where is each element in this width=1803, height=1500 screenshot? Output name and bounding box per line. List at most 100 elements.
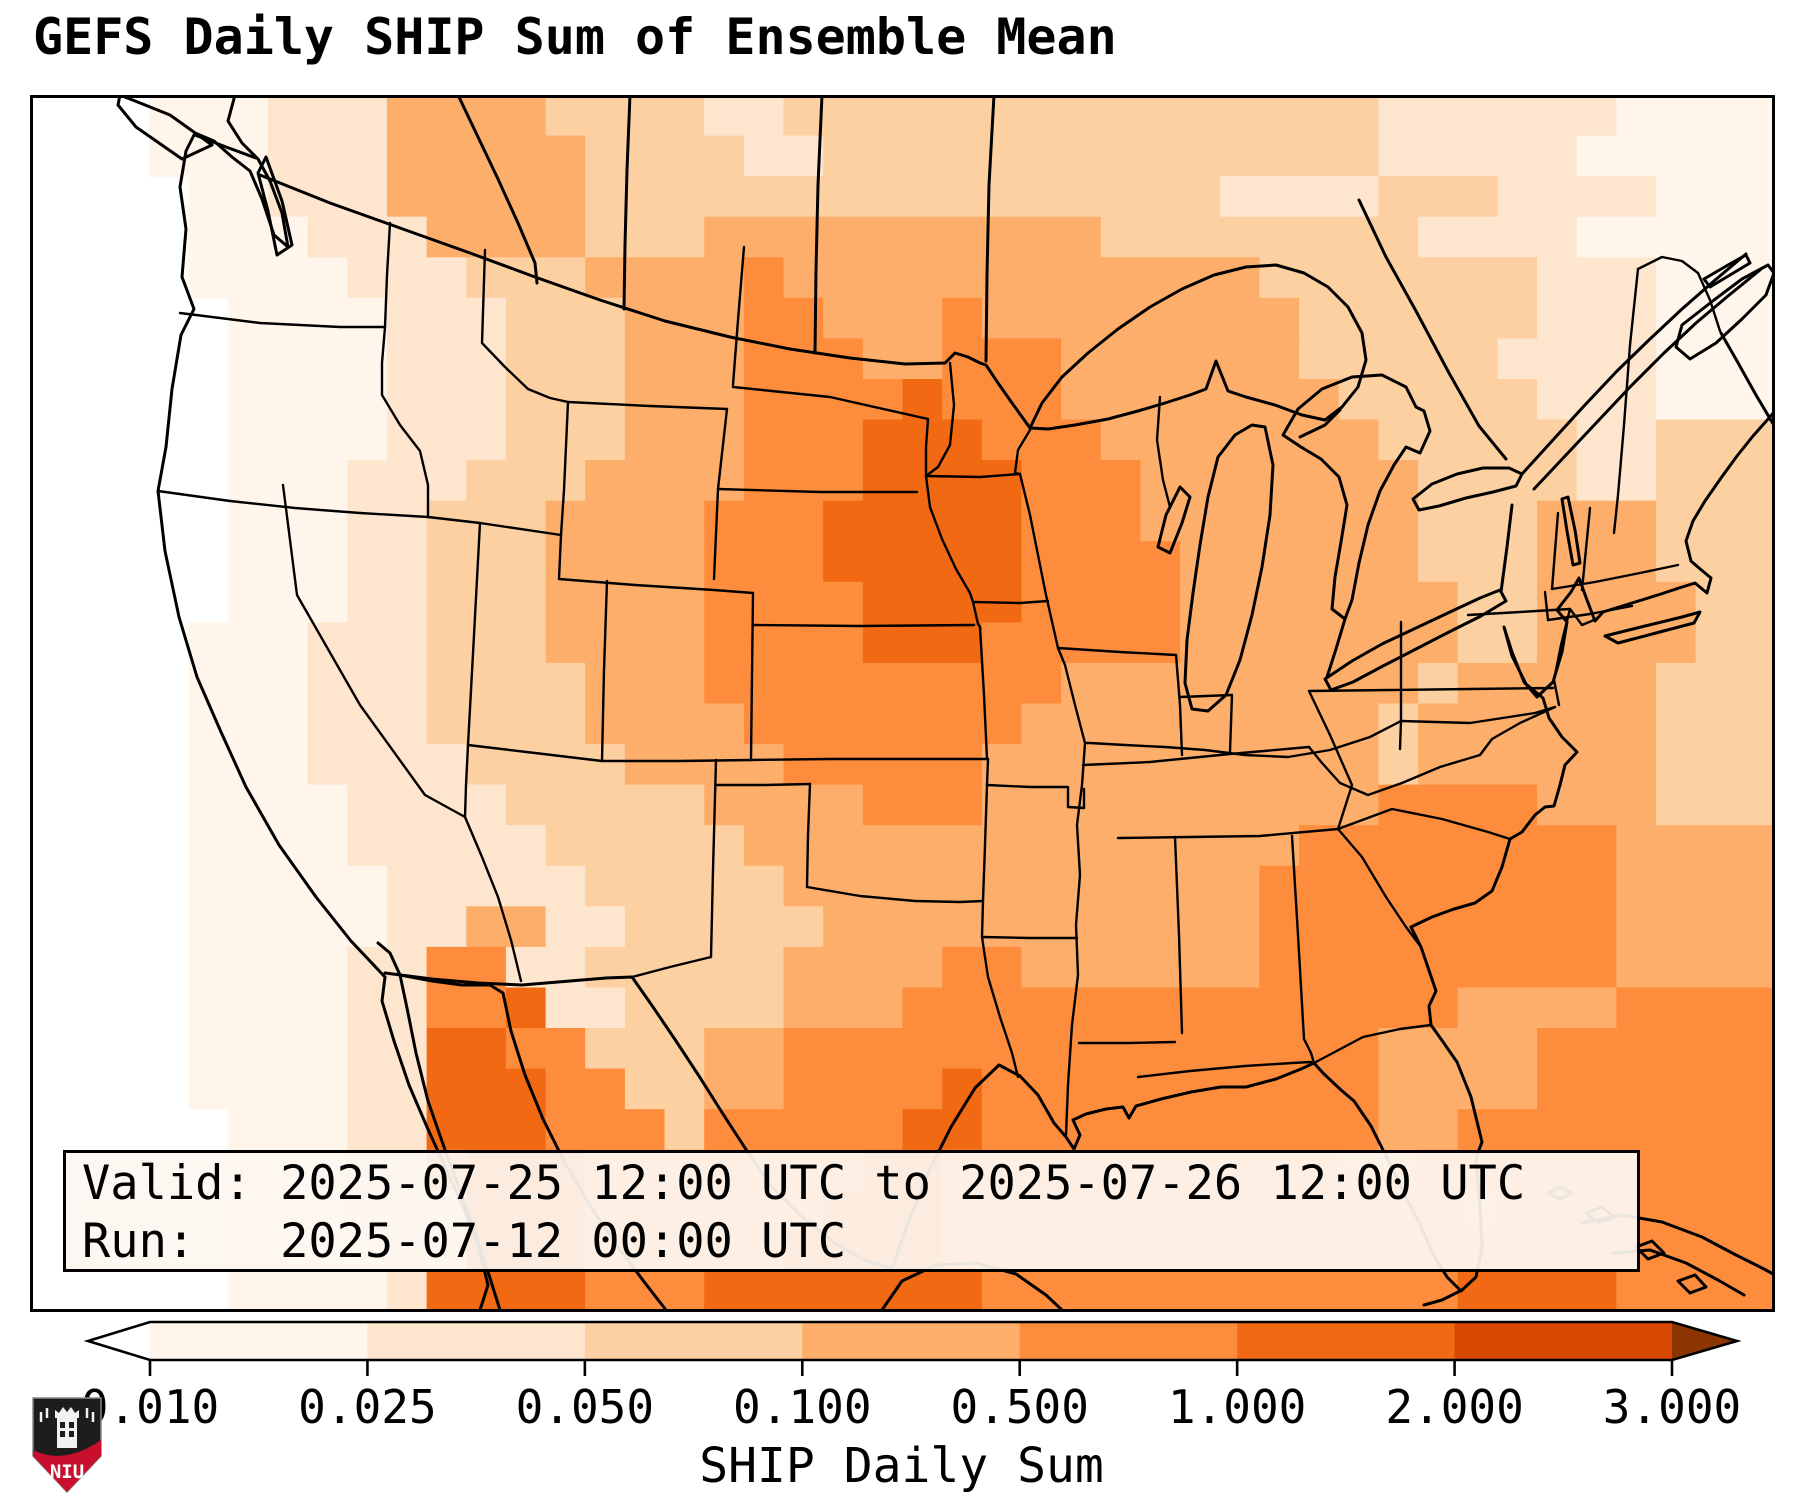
- border-vt-nh: [1580, 506, 1592, 592]
- border-al-ga: [1290, 834, 1316, 1065]
- border-in-oh: [1228, 693, 1234, 754]
- border-maine-north: [1636, 255, 1722, 333]
- forecast-map: [30, 95, 1775, 1312]
- detroit-river: [1325, 617, 1347, 679]
- colorbar-axis-label: SHIP Daily Sum: [699, 1438, 1104, 1494]
- border-ab-sk: [622, 95, 632, 311]
- border-nd-sd: [731, 385, 930, 421]
- border-wa-or: [178, 311, 387, 329]
- coastline-pei: [1702, 253, 1752, 289]
- niagara-river: [1499, 503, 1514, 594]
- border-ar-tx: [980, 899, 985, 939]
- border-ia-west-missouri-river: [924, 474, 982, 629]
- st-lawrence-river: [1520, 252, 1748, 476]
- coastline-long-island: [1603, 610, 1702, 645]
- border-wy-ne: [712, 487, 720, 581]
- border-ct-ny: [1543, 590, 1550, 622]
- coastline-pacific: [156, 95, 387, 979]
- lake-huron: [1281, 373, 1432, 621]
- castle-tower: [39, 1407, 95, 1448]
- valid-line: Valid: 2025-07-25 12:00 UTC to 2025-07-2…: [82, 1156, 1526, 1211]
- border-nv-ut: [466, 521, 482, 747]
- lake-erie: [1323, 588, 1508, 692]
- border-tx-la-sabine: [980, 935, 1020, 1079]
- coastline-bay-of-fundy: [1719, 331, 1775, 429]
- niu-logo: NIU: [27, 1392, 107, 1496]
- coastline-vancouver-island: [116, 95, 214, 161]
- lake-champlain: [1560, 495, 1582, 567]
- border-la-ms-31n: [1077, 1040, 1177, 1045]
- border-41n: [557, 577, 755, 595]
- border-wi-mi: [1155, 395, 1172, 509]
- border-ny-nj: [1568, 607, 1596, 627]
- border-red-river-north: [924, 361, 956, 478]
- border-on-qc: [1357, 198, 1508, 461]
- coastlines: [116, 95, 1775, 1312]
- border-tn-nc: [1307, 689, 1354, 831]
- great-lakes: [1028, 263, 1582, 713]
- colorbar-tick-labels: 0.010 0.025 0.050 0.100 0.500 1.000 2.000 3.000: [0, 1380, 1803, 1434]
- border-colorado-river: [463, 815, 523, 983]
- border-va-nc: [1307, 686, 1555, 693]
- lake-ontario: [1411, 466, 1524, 512]
- border-nv-az: [463, 743, 470, 819]
- ship-heatmap-cells: [149, 95, 1775, 1312]
- border-bc-ab: [456, 95, 539, 285]
- border-wv-va: [1307, 745, 1482, 797]
- border-ny-vt: [1550, 511, 1560, 591]
- border-ca-nv: [281, 483, 467, 819]
- border-ne-ks: [751, 623, 976, 628]
- st-lawrence-north-shore: [1532, 268, 1762, 491]
- colorbar: [0, 1314, 1803, 1394]
- border-mason-dixon: [1399, 705, 1557, 725]
- map-frame: [30, 95, 1775, 1312]
- border-or-id-snake: [380, 325, 430, 519]
- border-co-east: [749, 591, 755, 762]
- colorbar-tick-label: 2.000: [1385, 1380, 1524, 1434]
- canada-borders: [258, 95, 1762, 491]
- lake-michigan: [1183, 423, 1275, 713]
- colorbar-tick-label: 0.500: [950, 1380, 1089, 1434]
- border-35n: [1116, 827, 1340, 840]
- border-id-wy: [559, 400, 570, 537]
- border-ky-tn: [1081, 745, 1311, 767]
- border-ar-la: [980, 935, 1079, 940]
- coastline-gulf-atlantic: [890, 409, 1775, 1293]
- green-bay: [1156, 485, 1192, 555]
- border-maine-west: [1612, 267, 1640, 535]
- border-potomac: [1478, 705, 1557, 757]
- map-canvas: [30, 95, 1775, 1312]
- border-mt-nd: [731, 245, 746, 387]
- shield-band: [33, 1440, 101, 1492]
- border-ut-co: [600, 579, 609, 763]
- border-ok-ar: [981, 757, 990, 903]
- lake-superior: [1028, 263, 1368, 431]
- run-line: Run: 2025-07-12 00:00 UTC: [82, 1214, 847, 1269]
- colorbar-tick-label: 0.100: [733, 1380, 872, 1434]
- border-sd-mn: [924, 417, 930, 478]
- border-sk-mb: [813, 95, 824, 355]
- border-mississippi-river: [1013, 428, 1087, 1137]
- border-mn-ia: [924, 472, 1022, 479]
- border-wa-id: [383, 221, 392, 329]
- border-sc-ga: [1336, 827, 1423, 949]
- border-nm-east: [709, 758, 718, 959]
- border-fl-al: [1136, 1060, 1313, 1079]
- border-ok-panhandle: [714, 782, 812, 787]
- colorbar-tick-label: 3.000: [1602, 1380, 1742, 1434]
- colorbar-tick-label: 1.000: [1167, 1380, 1307, 1434]
- border-wv-pa: [1398, 719, 1403, 751]
- border-sd-ne: [716, 487, 919, 494]
- niu-shield-icon: NIU: [32, 1397, 102, 1494]
- border-tx-panhandle-east: [805, 782, 812, 889]
- coastline-strait-juan-de-fuca: [193, 133, 258, 160]
- border-tx-nm-south: [630, 955, 713, 979]
- border-ga-fl: [1312, 1023, 1433, 1065]
- border-mt-wy: [566, 400, 729, 411]
- border-mo-ar: [985, 783, 1086, 810]
- border-ms-al: [1173, 835, 1184, 1035]
- border-nc-sc: [1336, 807, 1512, 841]
- border-ks-mo: [978, 625, 989, 761]
- border-id-mt: [480, 248, 570, 404]
